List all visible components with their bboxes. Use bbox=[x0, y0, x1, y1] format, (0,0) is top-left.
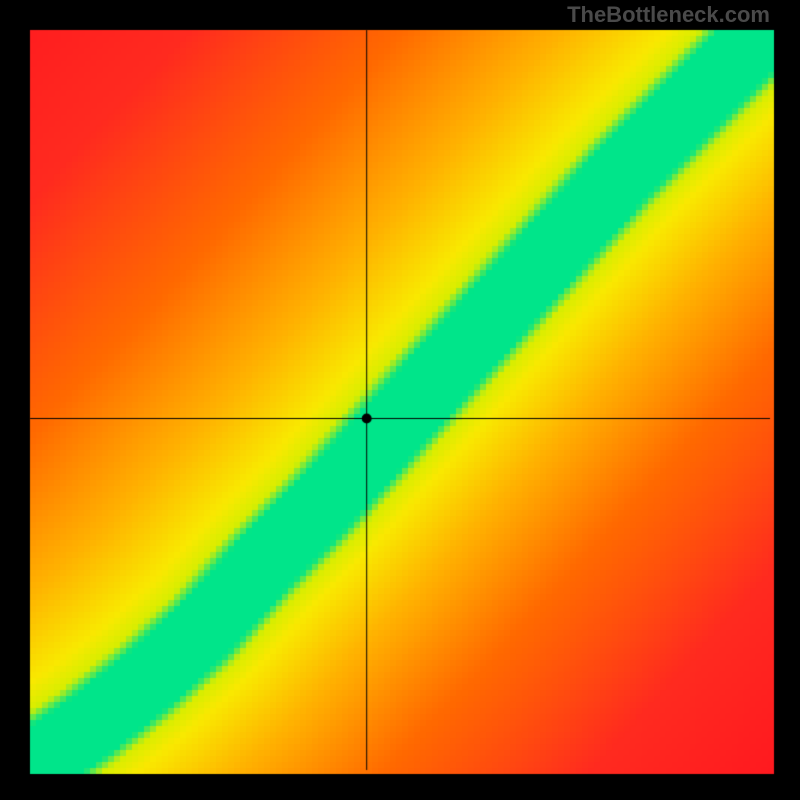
chart-frame: TheBottleneck.com bbox=[0, 0, 800, 800]
watermark-text: TheBottleneck.com bbox=[567, 2, 770, 28]
crosshair-overlay bbox=[0, 0, 800, 800]
